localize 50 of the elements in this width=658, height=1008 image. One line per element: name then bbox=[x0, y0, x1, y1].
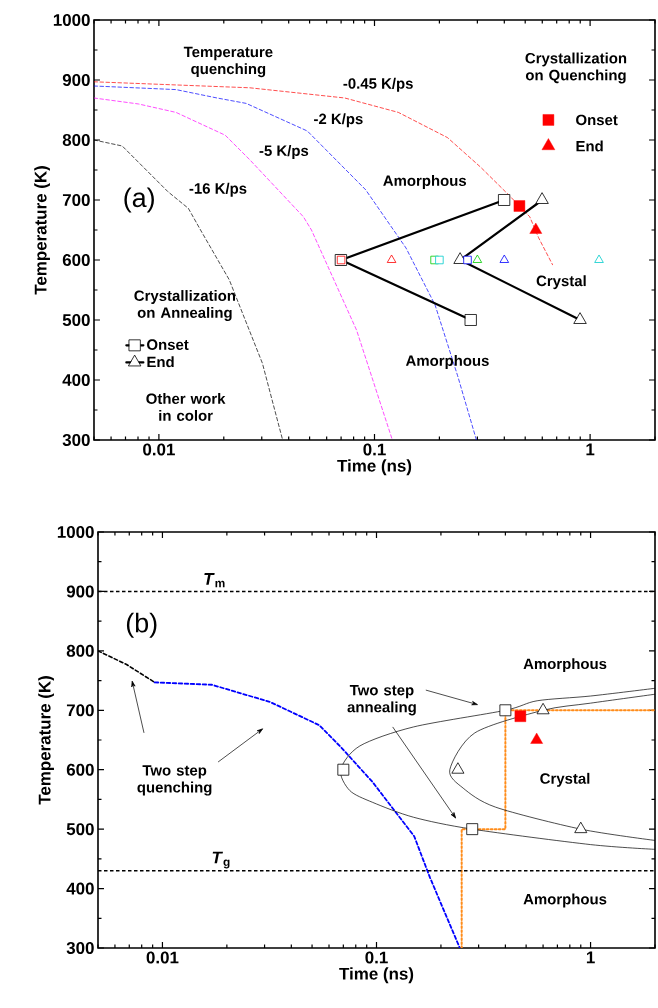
legend-label: End bbox=[576, 140, 603, 152]
annotation: Amorphous bbox=[383, 175, 467, 189]
y-tick-label: 600 bbox=[62, 253, 90, 266]
y-tick-label: 500 bbox=[66, 823, 94, 836]
annotation: Amorphous bbox=[523, 893, 607, 908]
y-tick-label: 300 bbox=[66, 941, 94, 954]
y-tick-label: 1000 bbox=[53, 13, 90, 26]
y-tick-label: 1000 bbox=[57, 526, 94, 538]
legend-label: End bbox=[147, 356, 174, 368]
y-tick-label: 300 bbox=[62, 433, 90, 446]
series-label: -2 K/ps bbox=[314, 113, 363, 128]
x-axis-title: Time (ns) bbox=[339, 967, 414, 984]
annotation: (b) bbox=[126, 612, 157, 638]
series-label: -16 K/ps bbox=[189, 182, 247, 197]
y-tick-label: 400 bbox=[62, 373, 90, 386]
x-tick-label: 0.01 bbox=[146, 951, 179, 964]
y-tick-label: 600 bbox=[66, 763, 94, 776]
y-tick-label: 700 bbox=[66, 704, 94, 717]
y-tick-label: 500 bbox=[62, 313, 90, 326]
series-label: -5 K/ps bbox=[259, 145, 309, 159]
annotation: Two step quenching bbox=[137, 765, 212, 796]
x-tick-label: 1 bbox=[586, 443, 595, 456]
y-tick-label: 400 bbox=[66, 882, 94, 895]
x-tick-label: 0.1 bbox=[365, 951, 388, 964]
y-axis-title: Temperature (K) bbox=[34, 166, 50, 295]
ref-line-label: T$_{g}$ bbox=[212, 851, 230, 869]
x-tick-label: 0.01 bbox=[143, 443, 175, 456]
y-tick-label: 900 bbox=[62, 73, 90, 86]
annotation: Crystal bbox=[536, 275, 586, 290]
annotation: Temperature quenching bbox=[183, 46, 273, 78]
annotation: Crystal bbox=[540, 772, 590, 787]
y-tick-label: 700 bbox=[62, 193, 90, 206]
ref-line-label: T$_{m}$ bbox=[204, 573, 225, 588]
annotation: Other work in color bbox=[146, 393, 226, 421]
annotation: Two step annealing bbox=[347, 684, 416, 716]
legend-label: Onset bbox=[147, 339, 189, 350]
x-tick-label: 0.1 bbox=[363, 443, 386, 456]
annotation: Crystallization on Quenching bbox=[525, 52, 627, 84]
x-tick-label: 1 bbox=[586, 951, 595, 964]
annotation: Amorphous bbox=[523, 658, 607, 673]
legend-label: Onset bbox=[576, 114, 618, 126]
series-label: -0.45 K/ps bbox=[343, 77, 413, 92]
y-axis-title: Temperature (K) bbox=[38, 676, 54, 805]
y-tick-label: 800 bbox=[62, 133, 90, 146]
y-tick-label: 900 bbox=[66, 585, 94, 598]
annotation: Amorphous bbox=[405, 355, 489, 369]
annotation: (a) bbox=[124, 187, 154, 213]
legend-title: Crystallization on Annealing bbox=[134, 290, 236, 321]
x-axis-title: Time (ns) bbox=[337, 459, 412, 476]
y-tick-label: 800 bbox=[66, 644, 94, 657]
